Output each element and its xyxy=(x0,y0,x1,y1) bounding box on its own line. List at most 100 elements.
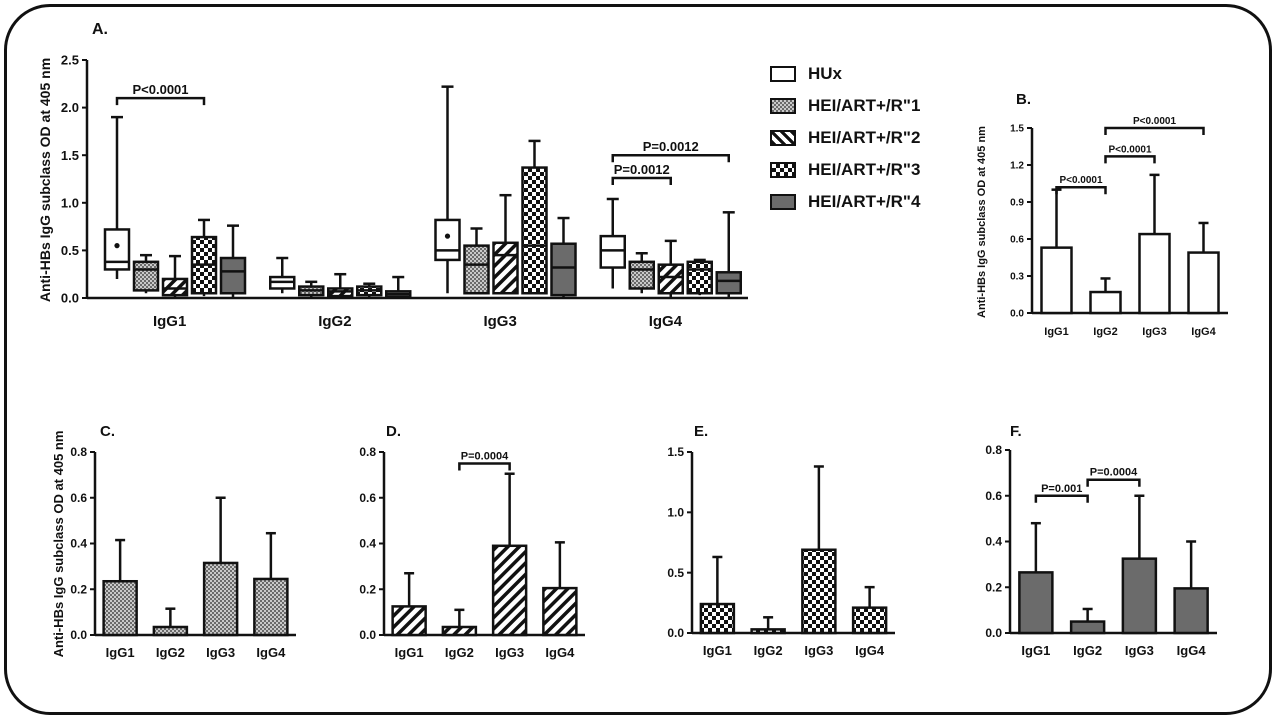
panel-d-y-tick-label: 0.2 xyxy=(359,582,376,596)
panel-a-box xyxy=(715,271,742,295)
panel-b-x-tick-label: IgG2 xyxy=(1093,326,1117,338)
panel-c-label: C. xyxy=(100,423,115,440)
panel-e-y-tick-label: 0.5 xyxy=(667,566,684,580)
panel-c-bar-chart: C. Anti-HBs IgG subclass OD at 405 nm 0.… xyxy=(51,423,296,660)
panel-a-significance-bracket xyxy=(611,176,672,186)
legend-item-r1: HEI/ART+/R"1 xyxy=(770,96,920,116)
panel-a-p-value-label: P=0.0012 xyxy=(614,162,670,177)
panel-b-significance-bracket xyxy=(1104,126,1205,135)
panel-b-bar xyxy=(1187,251,1220,315)
panel-b-y-tick-label: 0.6 xyxy=(1010,235,1024,246)
panel-d-x-tick-label: IgG4 xyxy=(545,645,575,660)
panel-a-box xyxy=(219,256,247,295)
panel-b-y-tick-label: 0.3 xyxy=(1010,272,1024,283)
panel-b-significance-bracket xyxy=(1055,185,1107,195)
panel-a-p-value-label: P=0.0012 xyxy=(643,139,699,154)
panel-f-bar xyxy=(1121,557,1158,635)
panel-d-significance-bracket xyxy=(458,462,511,471)
panel-b-p-value-label: P<0.0001 xyxy=(1108,144,1152,155)
panel-a-y-tick-label: 0.5 xyxy=(61,243,79,258)
panel-a-box xyxy=(628,260,655,290)
panel-f-y-tick-label: 0.8 xyxy=(985,443,1002,457)
panel-c-y-tick-label: 0.0 xyxy=(70,628,87,642)
panel-c-y-tick-label: 0.4 xyxy=(70,537,87,551)
panel-b-x-tick-label: IgG3 xyxy=(1142,326,1166,338)
panel-f-y-tick-label: 0.6 xyxy=(985,489,1002,503)
panel-a-box xyxy=(686,260,713,295)
panel-a-box-plot: A. Anti-HBs IgG subclass OD at 405 nm 0.… xyxy=(37,21,748,330)
panel-a-x-tick-label: IgG3 xyxy=(483,313,516,330)
panel-b-significance-bracket xyxy=(1104,155,1156,164)
panel-b-y-tick-label: 1.5 xyxy=(1010,124,1024,135)
panel-f-x-tick-label: IgG3 xyxy=(1125,643,1154,658)
legend-label: HEI/ART+/R"1 xyxy=(808,96,921,115)
panel-b-y-tick-label: 0.9 xyxy=(1010,198,1024,209)
panel-c-bar xyxy=(202,561,239,637)
panel-e-y-tick-label: 1.0 xyxy=(667,506,684,520)
panel-d-bar-chart: D. 0.0 0.2 0.4 0.6 0.8 IgG1 IgG2 IgG3 IgG4 P=0.00… xyxy=(359,423,585,660)
panel-a-p-value-label: P<0.0001 xyxy=(132,82,188,97)
panel-e-x-tick-label: IgG1 xyxy=(703,643,732,658)
panel-c-y-label: Anti-HBs IgG subclass OD at 405 nm xyxy=(51,431,66,658)
panel-f-significance-bracket xyxy=(1086,478,1141,487)
panel-f-bar xyxy=(1069,620,1106,635)
panel-f-p-value-label: P=0.0004 xyxy=(1090,467,1138,479)
legend-item-hux: HUx xyxy=(770,64,842,84)
legend-label: HEI/ART+/R"4 xyxy=(808,192,921,211)
legend-label: HUx xyxy=(808,64,843,83)
legend-label: HEI/ART+/R"2 xyxy=(808,128,921,147)
panel-a-y-tick-label: 1.5 xyxy=(61,148,79,163)
panel-f-x-tick-label: IgG1 xyxy=(1021,643,1050,658)
panel-b-bar xyxy=(1089,290,1122,315)
panel-a-mean-marker xyxy=(114,243,120,249)
panel-a-box xyxy=(550,242,577,297)
panel-e-x-tick-label: IgG3 xyxy=(804,643,833,658)
panel-c-bar xyxy=(152,625,189,637)
panel-d-x-tick-label: IgG3 xyxy=(495,645,524,660)
panel-e-bar xyxy=(750,628,786,635)
panel-a-label: A. xyxy=(92,21,108,38)
panel-d-x-tick-label: IgG1 xyxy=(395,645,424,660)
panel-e-bar xyxy=(851,606,888,635)
panel-e-bar-chart: E. 0.0 0.5 1.0 1.5 IgG1 IgG2 IgG3 IgG4 xyxy=(667,423,895,658)
panel-b-x-tick-label: IgG1 xyxy=(1044,326,1068,338)
panel-c-x-tick-label: IgG1 xyxy=(106,645,135,660)
legend-item-r3: HEI/ART+/R"3 xyxy=(770,160,920,180)
panel-c-y-tick-label: 0.6 xyxy=(70,491,87,505)
legend-swatch-white xyxy=(770,66,796,82)
panel-a-y-tick-label: 2.5 xyxy=(61,53,79,68)
panel-a-box xyxy=(463,244,490,295)
panel-b-x-tick-label: IgG4 xyxy=(1191,326,1216,338)
panel-f-y-tick-label: 0.2 xyxy=(985,580,1002,594)
panel-a-y-label: Anti-HBs IgG subclass OD at 405 nm xyxy=(37,58,53,302)
panel-f-x-tick-label: IgG4 xyxy=(1177,643,1207,658)
panel-c-x-tick-label: IgG4 xyxy=(256,645,286,660)
panel-f-label: F. xyxy=(1010,423,1022,440)
panel-a-significance-bracket xyxy=(611,153,730,163)
panel-a-box xyxy=(132,260,160,292)
panel-c-y-tick-label: 0.2 xyxy=(70,582,87,596)
panel-b-p-value-label: P<0.0001 xyxy=(1133,116,1177,127)
panel-a-significance-bracket xyxy=(115,96,206,106)
panel-f-y-tick-label: 0.0 xyxy=(985,626,1002,640)
panel-a-y-tick-label: 0.0 xyxy=(61,291,79,306)
panel-b-bar-chart: B. Anti-HBs IgG subclass OD at 405 nm 0.… xyxy=(976,91,1228,338)
panel-a-box xyxy=(657,263,684,295)
panel-a-box xyxy=(161,277,189,297)
panel-b-y-tick-label: 0.0 xyxy=(1010,309,1024,320)
panel-c-bar xyxy=(102,579,138,637)
panel-c-y-tick-label: 0.8 xyxy=(70,445,87,459)
legend-label: HEI/ART+/R"3 xyxy=(808,160,921,179)
panel-d-p-value-label: P=0.0004 xyxy=(461,450,509,462)
panel-f-p-value-label: P=0.001 xyxy=(1041,483,1082,495)
figure-frame xyxy=(4,4,1272,715)
panel-d-bar xyxy=(491,544,528,637)
panel-f-bar-chart: F. 0.0 0.2 0.4 0.6 0.8 IgG1 IgG2 IgG3 IgG4 P=0.00… xyxy=(985,423,1217,658)
panel-a-x-tick-label: IgG2 xyxy=(318,313,351,330)
panel-b-bar xyxy=(1138,232,1171,315)
panel-b-bar xyxy=(1040,246,1073,315)
panel-f-bar xyxy=(1173,587,1209,635)
panel-d-y-tick-label: 0.6 xyxy=(359,491,376,505)
panel-a-y-tick-label: 1.0 xyxy=(61,195,79,210)
